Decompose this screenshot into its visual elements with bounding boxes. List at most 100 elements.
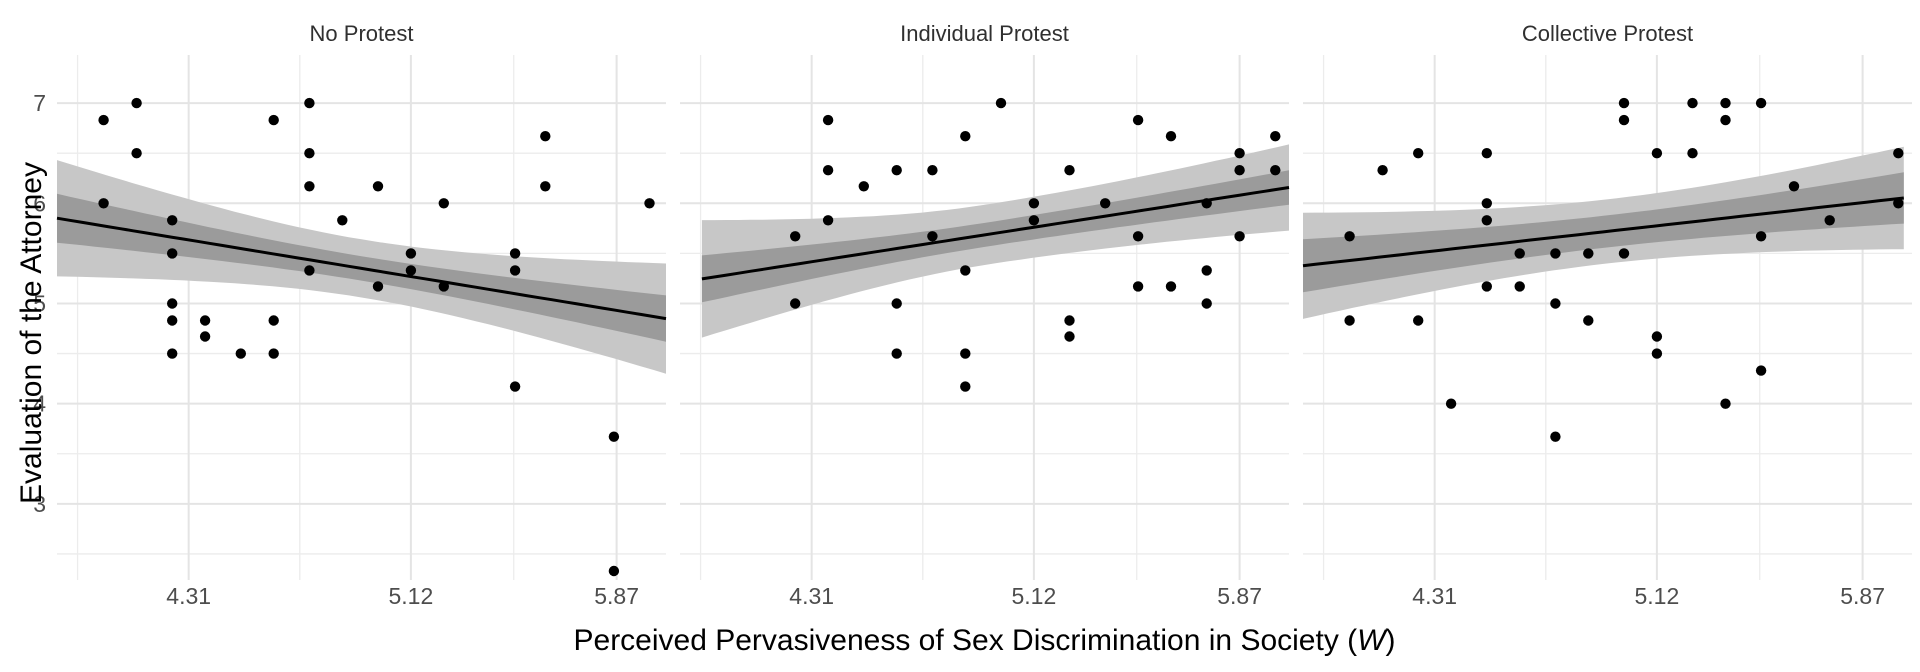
data-point bbox=[167, 248, 178, 259]
data-point bbox=[1550, 431, 1561, 442]
data-point bbox=[1064, 331, 1075, 342]
data-point bbox=[927, 165, 938, 176]
x-tick-label: 5.87 bbox=[594, 583, 639, 609]
y-tick-label: 4 bbox=[33, 391, 46, 417]
data-point bbox=[1481, 281, 1493, 292]
data-point bbox=[438, 281, 449, 292]
data-point bbox=[1481, 198, 1493, 209]
data-point bbox=[1064, 315, 1075, 326]
data-point bbox=[822, 114, 834, 126]
data-point bbox=[1234, 148, 1245, 159]
data-point bbox=[540, 131, 551, 142]
data-point bbox=[1028, 198, 1040, 209]
data-point bbox=[1550, 248, 1561, 259]
data-point bbox=[1550, 298, 1561, 309]
data-point bbox=[1234, 165, 1245, 176]
facet-panel-2: 4.31 5.12 5.87 bbox=[1302, 55, 1912, 609]
data-point bbox=[1481, 215, 1493, 226]
data-point bbox=[304, 97, 315, 109]
data-point bbox=[822, 165, 834, 176]
x-axis-title: Perceived Pervasiveness of Sex Discrimin… bbox=[57, 624, 1912, 658]
data-point bbox=[167, 348, 178, 359]
data-point bbox=[891, 165, 902, 176]
data-point bbox=[167, 298, 178, 309]
data-point bbox=[608, 431, 620, 442]
data-point bbox=[995, 97, 1007, 109]
data-point bbox=[199, 331, 211, 342]
data-point bbox=[372, 281, 384, 292]
data-point bbox=[891, 298, 902, 309]
data-point bbox=[644, 198, 655, 209]
data-point bbox=[960, 131, 971, 142]
data-point bbox=[891, 348, 902, 359]
x-tick-label: 4.31 bbox=[166, 583, 211, 609]
data-point bbox=[1234, 231, 1245, 242]
data-point bbox=[235, 348, 246, 359]
data-point bbox=[131, 148, 142, 159]
data-point bbox=[1445, 398, 1457, 409]
data-point bbox=[509, 265, 521, 276]
facet-title-no-protest: No Protest bbox=[309, 21, 414, 46]
regression-line bbox=[701, 186, 1290, 281]
data-point bbox=[1651, 148, 1663, 159]
data-point bbox=[131, 97, 142, 109]
data-point bbox=[268, 315, 279, 326]
data-point bbox=[1377, 165, 1388, 176]
regression-line bbox=[56, 216, 667, 321]
data-point bbox=[1413, 315, 1424, 326]
data-point bbox=[1687, 97, 1698, 109]
data-point bbox=[1132, 231, 1144, 242]
data-point bbox=[1165, 281, 1177, 292]
x-tick-label: 4.31 bbox=[789, 583, 834, 609]
data-point bbox=[372, 181, 384, 192]
data-point bbox=[509, 381, 521, 392]
x-tick-label: 5.87 bbox=[1217, 583, 1262, 609]
y-tick-label: 5 bbox=[33, 290, 46, 316]
data-points bbox=[1344, 97, 1904, 442]
data-point bbox=[1720, 398, 1731, 409]
data-point bbox=[960, 348, 971, 359]
data-point bbox=[1344, 231, 1355, 242]
data-point bbox=[1755, 365, 1767, 376]
data-point bbox=[790, 298, 801, 309]
x-axis-title-moderator-symbol: W bbox=[1357, 624, 1386, 657]
data-point bbox=[927, 231, 938, 242]
data-point bbox=[1720, 97, 1731, 109]
regression-line bbox=[1302, 196, 1904, 268]
data-point bbox=[1755, 97, 1767, 109]
data-point bbox=[405, 248, 417, 259]
data-point bbox=[1514, 248, 1525, 259]
data-point bbox=[1481, 148, 1493, 159]
x-tick-label: 5.12 bbox=[1011, 583, 1056, 609]
data-point bbox=[1788, 181, 1800, 192]
data-point bbox=[858, 181, 869, 192]
data-point bbox=[1100, 198, 1111, 209]
data-point bbox=[1651, 331, 1663, 342]
data-point bbox=[1618, 114, 1630, 126]
data-point bbox=[268, 348, 279, 359]
y-tick-label: 3 bbox=[33, 491, 46, 517]
data-point bbox=[1755, 231, 1767, 242]
data-point bbox=[1893, 148, 1904, 159]
x-tick-label: 5.12 bbox=[388, 583, 433, 609]
data-point bbox=[98, 198, 109, 209]
data-point bbox=[1201, 198, 1212, 209]
data-point bbox=[1514, 281, 1525, 292]
data-point bbox=[1824, 215, 1835, 226]
data-point bbox=[304, 265, 315, 276]
data-points bbox=[790, 97, 1281, 392]
data-point bbox=[1201, 298, 1212, 309]
data-point bbox=[1651, 348, 1663, 359]
data-point bbox=[167, 315, 178, 326]
facet-title-individual-protest: Individual Protest bbox=[900, 21, 1069, 46]
data-point bbox=[337, 215, 348, 226]
data-point bbox=[509, 248, 521, 259]
y-axis-title: Evaluation of the Attorney bbox=[15, 162, 48, 504]
data-point bbox=[822, 215, 834, 226]
data-point bbox=[608, 565, 620, 577]
data-point bbox=[1893, 198, 1904, 209]
data-point bbox=[405, 265, 417, 276]
data-point bbox=[1028, 215, 1040, 226]
data-point bbox=[304, 148, 315, 159]
